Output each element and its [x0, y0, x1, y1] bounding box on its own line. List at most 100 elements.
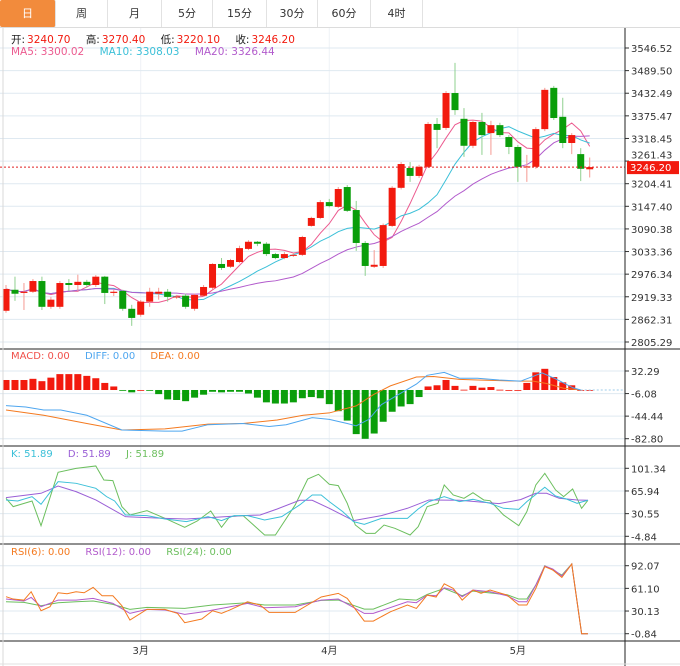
- candle: [559, 97, 567, 149]
- macd-bar: [253, 389, 261, 398]
- candle-body: [244, 241, 252, 249]
- diff-value: DIFF: 0.00: [84, 351, 136, 362]
- candle: [218, 258, 226, 270]
- macd-bar: [173, 389, 181, 400]
- rsi-axis-tick-label: -0.84: [631, 630, 657, 641]
- high-label: 高:: [85, 34, 100, 46]
- macd-bar: [209, 389, 217, 392]
- macd-axis-tick-label: -6.08: [631, 390, 657, 401]
- dea-value: DEA: 0.00: [150, 351, 200, 362]
- candle-body: [370, 264, 378, 267]
- k-line: [5, 481, 589, 525]
- tab-day[interactable]: 日: [0, 0, 56, 27]
- macd-bar: [361, 389, 369, 439]
- macd-axis-tick-label: -44.44: [631, 412, 663, 423]
- candle: [20, 283, 28, 310]
- macd-bar: [244, 389, 252, 394]
- candle-body: [101, 276, 109, 293]
- x-axis-label: 5月: [510, 645, 526, 657]
- ohlc-info: 开: 3240.70 高: 3270.40 低: 3220.10 收: 3246.20: [11, 32, 297, 47]
- candle-body: [388, 187, 396, 226]
- low-label: 低:: [160, 34, 175, 46]
- j-value: J: 51.89: [126, 449, 165, 460]
- macd-bar: [191, 389, 199, 398]
- macd-bar: [487, 387, 495, 390]
- candle-body: [119, 290, 127, 309]
- candle-body: [334, 189, 342, 207]
- candle: [280, 252, 288, 260]
- macd-value: MACD: 0.00: [11, 351, 70, 362]
- candle: [361, 240, 369, 276]
- macd-bar: [11, 379, 19, 390]
- candle: [388, 186, 396, 228]
- candle: [433, 118, 441, 149]
- candle: [442, 91, 450, 130]
- rsi12-line: [5, 562, 588, 635]
- tab-4hour[interactable]: 4时: [371, 0, 423, 27]
- candle-body: [406, 167, 414, 176]
- price-axis-tick-label: 3318.45: [631, 134, 672, 145]
- price-axis-tick-label: 3090.38: [631, 225, 672, 236]
- k-value: K: 51.89: [11, 449, 53, 460]
- candle: [289, 252, 297, 257]
- macd-bar: [514, 389, 522, 391]
- candle: [146, 287, 154, 307]
- macd-bar: [56, 374, 64, 390]
- macd-bar: [388, 389, 396, 412]
- candle-body: [496, 125, 504, 136]
- tab-month[interactable]: 月: [108, 0, 162, 27]
- tab-15min[interactable]: 15分: [213, 0, 267, 27]
- macd-bar: [424, 386, 432, 390]
- rsi-axis-tick-label: 61.10: [631, 584, 660, 595]
- macd-bar: [334, 389, 342, 412]
- candle-body: [271, 254, 279, 259]
- candle-body: [56, 283, 64, 307]
- price-axis-tick-label: 2976.34: [631, 270, 672, 281]
- candle: [110, 289, 118, 297]
- kdj-axis-tick-label: 65.94: [631, 487, 660, 498]
- tab-30min[interactable]: 30分: [267, 0, 318, 27]
- rsi24-value: RSI(24): 0.00: [166, 547, 232, 558]
- candle-body: [74, 281, 82, 285]
- candle: [182, 293, 190, 309]
- macd-bar: [550, 377, 558, 390]
- tab-60min[interactable]: 60分: [318, 0, 371, 27]
- candle: [352, 200, 360, 251]
- macd-bar: [298, 389, 306, 399]
- candle-body: [209, 263, 217, 288]
- macd-bar: [415, 389, 423, 398]
- candle-body: [316, 202, 324, 218]
- rsi6-line: [5, 562, 588, 635]
- candle: [262, 242, 270, 257]
- macd-axis-tick-label: 32.29: [631, 367, 660, 378]
- candle: [541, 87, 549, 132]
- tab-5min[interactable]: 5分: [162, 0, 213, 27]
- candle-body: [92, 276, 100, 285]
- candle: [137, 300, 145, 317]
- tab-week[interactable]: 周: [56, 0, 108, 27]
- close-value: 3246.20: [251, 34, 295, 46]
- macd-bar: [155, 389, 163, 395]
- candle-body: [173, 296, 181, 298]
- candle: [200, 284, 208, 297]
- macd-bar: [406, 389, 414, 405]
- macd-bar: [262, 389, 270, 403]
- candle: [415, 164, 423, 178]
- candle: [47, 296, 55, 309]
- macd-bar: [442, 379, 450, 390]
- dea-line: [5, 375, 581, 431]
- candle: [514, 144, 522, 182]
- price-axis-tick-label: 2805.29: [631, 338, 672, 349]
- kdj-axis-tick-label: 30.55: [631, 510, 660, 521]
- price-axis-tick-label: 3375.47: [631, 112, 672, 123]
- candle-body: [29, 281, 37, 292]
- period-tabs: 日 周 月 5分 15分 30分 60分 4时: [0, 0, 680, 28]
- candle: [370, 250, 378, 268]
- candle: [343, 185, 351, 213]
- macd-bar: [271, 389, 279, 404]
- candle: [2, 284, 10, 313]
- macd-info: MACD: 0.00 DIFF: 0.00 DEA: 0.00: [11, 351, 202, 362]
- price-axis-tick-label: 3147.40: [631, 202, 672, 213]
- candle: [119, 289, 127, 311]
